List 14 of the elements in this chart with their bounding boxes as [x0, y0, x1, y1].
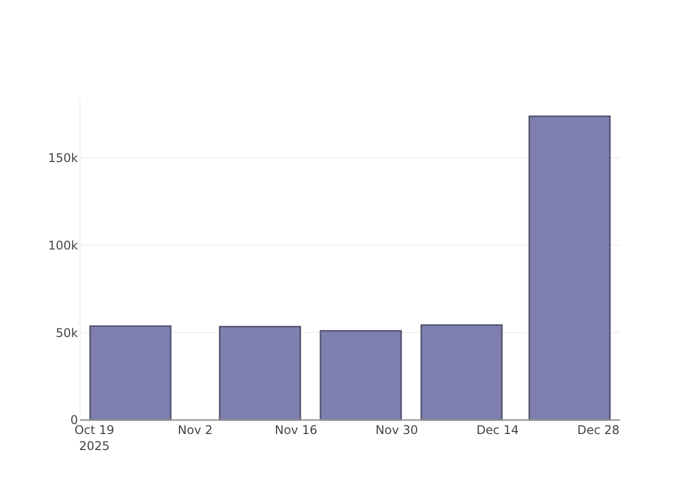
y-tick-label: 150k — [48, 150, 78, 165]
x-tick-label: Nov 2 — [178, 423, 213, 437]
x-tick-label: Oct 19 2025 — [74, 423, 114, 453]
bar — [420, 324, 503, 421]
bar — [528, 116, 611, 421]
y-tick-label: 50k — [56, 326, 78, 340]
x-tick-label: Nov 30 — [376, 423, 418, 437]
bar — [218, 326, 302, 421]
bar — [89, 325, 172, 421]
x-tick-label: Dec 14 — [476, 423, 519, 437]
y-tick-label: 100k — [48, 238, 78, 252]
x-tick-label: Nov 16 — [274, 423, 318, 437]
bar — [320, 330, 402, 421]
x-tick-label: Dec 28 — [577, 423, 620, 437]
